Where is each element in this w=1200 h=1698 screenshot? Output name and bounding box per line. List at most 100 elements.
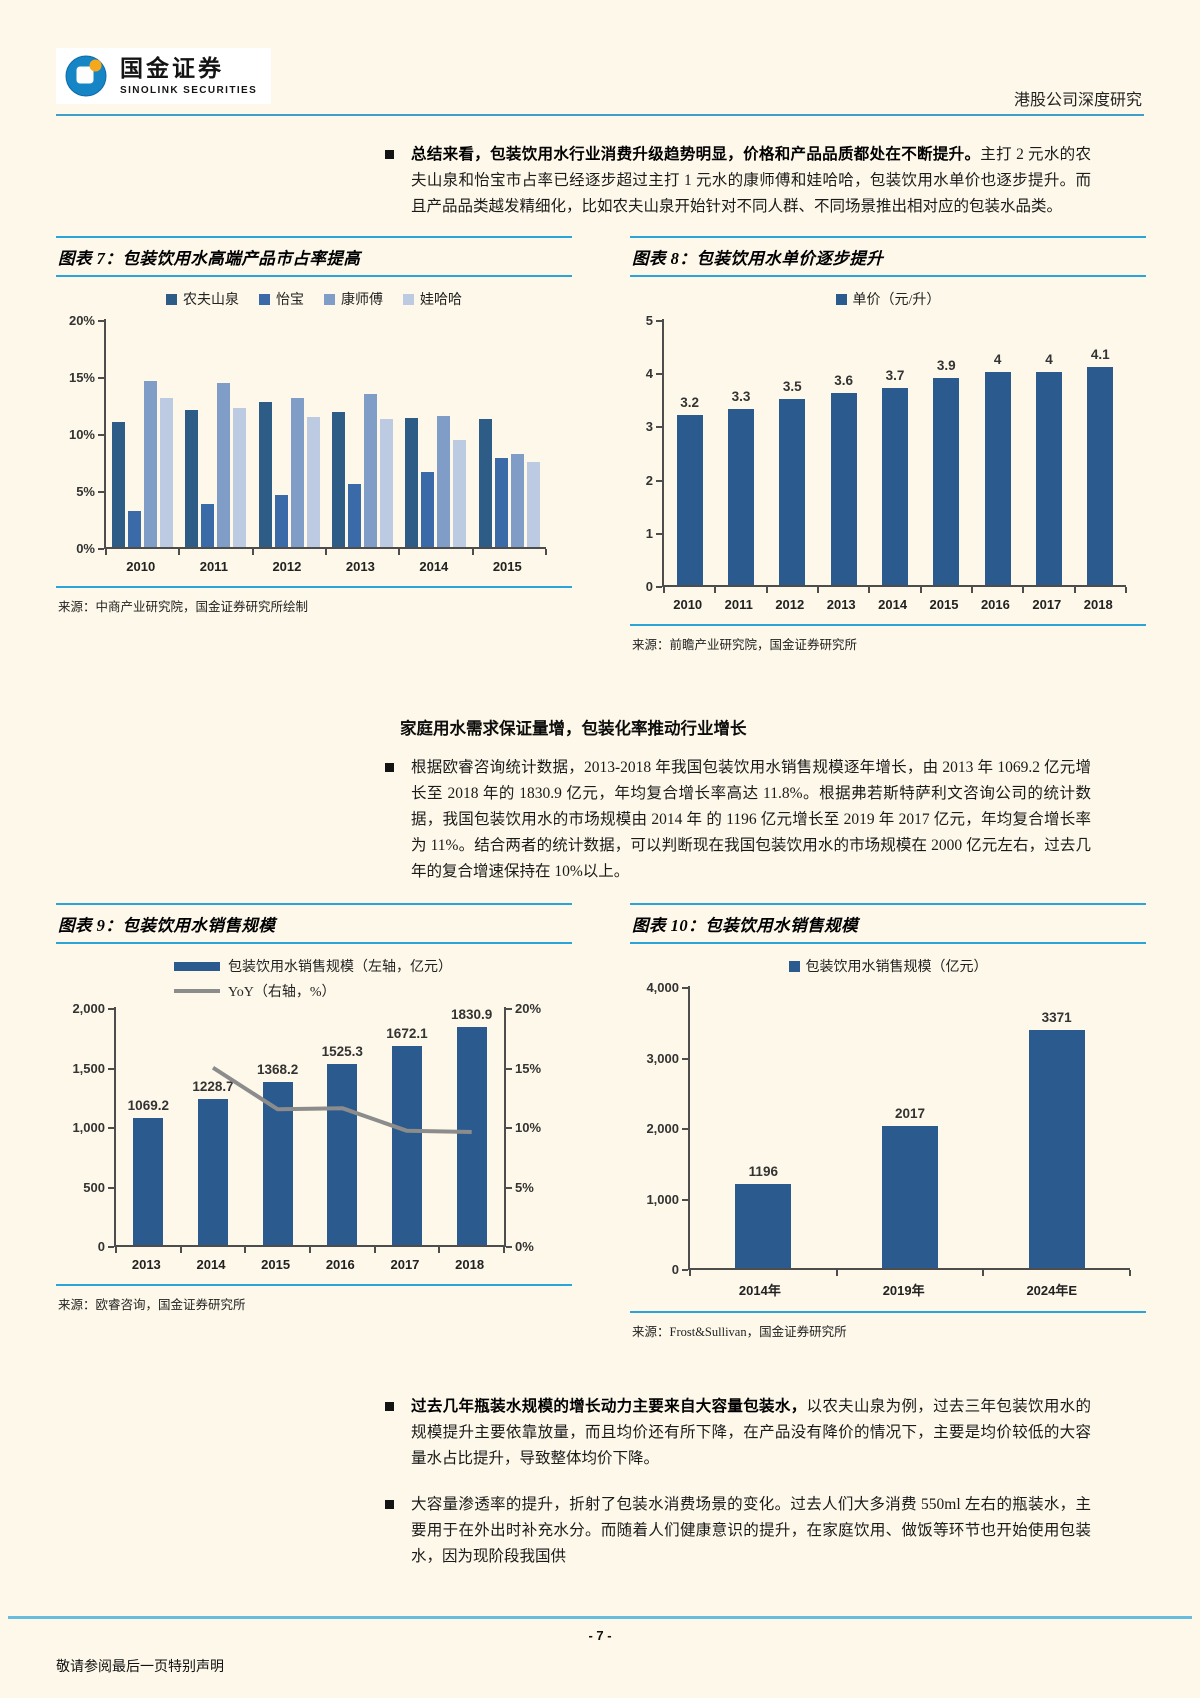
- intro-body-text: 主打 2 元水的农夫山泉和怡宝市占率已经逐步超过主打 1 元水的康师傅和娃哈哈，…: [411, 146, 1091, 215]
- bar-value-label: 1525.3: [321, 1043, 363, 1059]
- y-tick-label: 20%: [515, 1001, 542, 1016]
- intro-bullet: 总结来看，包装饮用水行业消费升级趋势明显，价格和产品品质都处在不断提升。主打 2…: [385, 142, 1091, 220]
- legend-swatch: [174, 961, 220, 971]
- x-tick: [868, 587, 871, 593]
- bar: [779, 398, 806, 585]
- legend-label: 娃哈哈: [420, 293, 462, 308]
- figure9-chart: 包装饮用水销售规模（左轴，亿元） YoY（右轴，%） 2,000 1,500 1,000…: [56, 956, 572, 1272]
- x-tick: [689, 1270, 691, 1276]
- y-tick-label: 500: [83, 1179, 105, 1195]
- legend-label: 单价（元/升）: [852, 293, 941, 308]
- bars-layer: 1069.2 1228.7 1368.2 1525.3 1672.1 1830.9: [116, 1007, 504, 1245]
- section-bullet: 根据欧睿咨询统计数据，2013-2018 年我国包装饮用水销售规模逐年增长，由 …: [385, 755, 1091, 885]
- sinolink-logo: 国金证券 SINOLINK SECURITIES: [56, 48, 272, 104]
- legend-swatch: [174, 989, 220, 993]
- y-tick: [108, 1186, 114, 1189]
- bar-group: [185, 319, 247, 547]
- figure10-source: 来源：Frost&Sullivan，国金证券研究所: [630, 1311, 1146, 1342]
- bar-value-label: 1069.2: [127, 1097, 169, 1113]
- x-category-label: 2010: [126, 559, 156, 574]
- intro-paragraph: 总结来看，包装饮用水行业消费升级趋势明显，价格和产品品质都处在不断提升。主打 2…: [411, 142, 1091, 220]
- y-tick: [506, 1246, 512, 1248]
- y-tick: [656, 320, 662, 322]
- bar-value-label: 1228.7: [192, 1078, 234, 1094]
- bar: [112, 421, 126, 547]
- figure9-title: 图表 9：包装饮用水销售规模: [56, 903, 572, 944]
- bar: [133, 1117, 164, 1245]
- y-tick: [656, 586, 662, 588]
- x-tick: [835, 1270, 838, 1276]
- page-number: - 7 -: [588, 1628, 612, 1643]
- x-category-label: 2013: [345, 559, 375, 574]
- y-tick-label: 2,000: [72, 1001, 105, 1016]
- bar-group: 1196: [735, 986, 792, 1268]
- figure7-chart: 农夫山泉 怡宝 康师傅 娃哈哈 20% 15% 10% 5% 0% 2010 2011 2012 201…: [56, 289, 572, 574]
- y-tick: [506, 1067, 512, 1070]
- bar: [262, 1082, 293, 1245]
- y-tick-label: 0: [645, 579, 653, 594]
- brand-name-en: SINOLINK SECURITIES: [120, 84, 258, 96]
- figure8-source: 来源：前瞻产业研究院，国金证券研究所: [630, 624, 1146, 655]
- legend-item: YoY（右轴，%）: [174, 981, 572, 1001]
- bar-group: [332, 319, 394, 547]
- bar-group: 4: [984, 319, 1011, 585]
- y-tick: [656, 373, 662, 376]
- y-tick: [98, 377, 104, 379]
- bar-group: 2017: [881, 986, 938, 1268]
- x-category-label: 2011: [199, 559, 228, 574]
- legend-item: 包装饮用水销售规模（左轴，亿元）: [174, 956, 572, 976]
- bar-group: 1368.2: [257, 1007, 298, 1245]
- x-category-label: 2019年: [882, 1283, 925, 1298]
- bar: [306, 417, 320, 547]
- x-tick: [251, 549, 254, 555]
- bar-group: [258, 319, 320, 547]
- y-tick: [682, 1198, 688, 1201]
- y-tick: [108, 1008, 114, 1010]
- bar: [421, 471, 435, 547]
- bar-value-label: 3.3: [731, 389, 751, 405]
- bar: [735, 1183, 792, 1268]
- x-category-label: 2015: [261, 1257, 291, 1272]
- y-tick-label: 3: [645, 419, 653, 435]
- bar-value-label: 4: [1045, 352, 1053, 368]
- plot-area: 1196 2017 3371: [688, 986, 1131, 1276]
- x-category-label: 2014年: [738, 1283, 781, 1298]
- x-tick: [816, 587, 819, 593]
- y-tick-label: 3,000: [646, 1050, 679, 1066]
- x-category-label: 2014: [878, 597, 908, 612]
- x-tick: [309, 1247, 311, 1253]
- legend-item: 怡宝: [259, 289, 304, 309]
- x-tick: [970, 587, 973, 593]
- bar-group: [405, 319, 467, 547]
- x-category-label: 2012: [272, 559, 302, 574]
- x-tick: [325, 549, 327, 555]
- bar-group: 3.3: [727, 319, 754, 585]
- bar-value-label: 3.5: [782, 378, 802, 394]
- plot-area: 3.2 3.3 3.5 3.6 3.7 3.9 4 4 4.1: [662, 319, 1127, 593]
- y-tick: [108, 1246, 114, 1248]
- x-tick: [765, 587, 768, 593]
- bottom-paragraph-2: 大容量渗透率的提升，折射了包装水消费场景的变化。过去人们大多消费 550ml 左…: [411, 1496, 1091, 1565]
- bar: [258, 402, 272, 547]
- x-tick: [115, 1247, 117, 1253]
- y-tick-label: 4: [645, 366, 653, 382]
- x-category-label: 2024年E: [1026, 1283, 1078, 1298]
- x-tick: [663, 587, 665, 593]
- bar-value-label: 3.7: [885, 368, 905, 384]
- bar-group: 3.6: [830, 319, 857, 585]
- bar: [233, 407, 247, 547]
- bar: [380, 419, 394, 547]
- x-tick: [1125, 587, 1127, 593]
- brand-name-cn: 国金证券: [120, 55, 224, 82]
- bar-group: [478, 319, 540, 547]
- y-axis: 20% 15% 10% 5% 0%: [506, 1001, 550, 1254]
- bar: [128, 510, 142, 547]
- bar: [478, 419, 492, 547]
- y-tick-label: 15%: [515, 1060, 542, 1076]
- bar: [676, 414, 703, 585]
- y-tick-label: 10%: [68, 427, 95, 442]
- bar-group: 3.9: [933, 319, 960, 585]
- x-category-label: 2014: [419, 559, 449, 574]
- bar-group: 3.7: [881, 319, 908, 585]
- x-category-label: 2012: [775, 597, 805, 612]
